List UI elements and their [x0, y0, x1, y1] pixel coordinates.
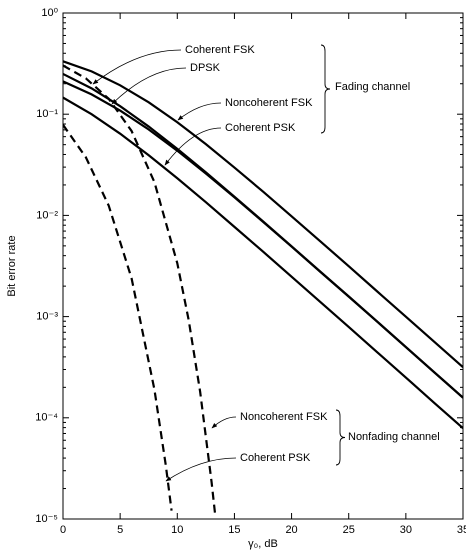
x-tick-label: 0 — [60, 524, 66, 536]
y-tick-label: 10⁰ — [41, 7, 58, 19]
y-tick-label: 10⁻⁴ — [35, 412, 58, 424]
x-tick-label: 5 — [117, 524, 123, 536]
label-arrow — [177, 102, 222, 121]
plot-frame — [62, 12, 464, 520]
series-line — [63, 60, 463, 369]
series-label: Coherent FSK — [185, 44, 255, 56]
series-label: Coherent PSK — [225, 122, 296, 134]
y-tick-label: 10⁻² — [36, 209, 58, 221]
group-brace — [320, 44, 331, 134]
x-tick-label: 25 — [343, 524, 355, 536]
series-line — [63, 64, 217, 514]
label-arrow — [164, 127, 222, 166]
y-tick-label: 10⁻¹ — [36, 108, 58, 120]
series-label: Coherent PSK — [240, 452, 311, 464]
label-arrow — [111, 67, 187, 105]
y-tick-label: 10⁻³ — [36, 311, 58, 323]
group-brace — [335, 409, 346, 466]
series-label: DPSK — [190, 62, 221, 74]
x-tick-label: 10 — [171, 524, 183, 536]
x-tick-label: 15 — [228, 524, 240, 536]
group-label: Fading channel — [335, 81, 410, 93]
series-line — [63, 96, 463, 429]
series-label: Noncoherent FSK — [225, 97, 313, 109]
series-line — [63, 72, 463, 399]
group-label: Nonfading channel — [348, 431, 440, 443]
y-axis-label: Bit error rate — [6, 235, 18, 296]
label-arrow — [211, 416, 237, 429]
x-axis-label: γ₀, dB — [248, 538, 278, 550]
series-line — [63, 124, 173, 511]
y-tick-label: 10⁻⁵ — [35, 513, 58, 525]
label-arrow — [165, 457, 237, 482]
x-tick-label: 20 — [285, 524, 297, 536]
x-tick-label: 30 — [400, 524, 412, 536]
series-label: Noncoherent FSK — [240, 411, 328, 423]
x-tick-label: 35 — [457, 524, 466, 536]
